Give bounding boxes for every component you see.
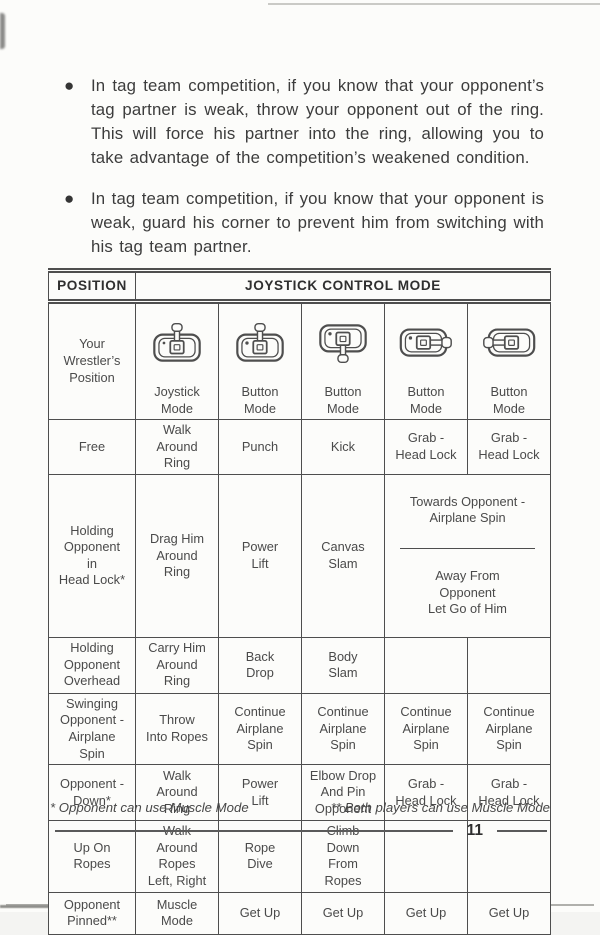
manual-page: ● In tag team competition, if you know t… [0, 3, 600, 935]
move-cell: Grab - Head Lock [467, 419, 551, 476]
footer-rule-left [55, 830, 453, 832]
move-cell: Canvas Slam [301, 474, 385, 638]
position-header: POSITION [48, 268, 136, 304]
mode-label: Button Mode [407, 383, 445, 416]
move-cell-empty [384, 820, 468, 893]
list-item: ● In tag team competition, if you know t… [64, 187, 544, 259]
move-cell: Climb Down From Ropes [301, 820, 385, 893]
move-cell: Rope Dive [218, 820, 302, 893]
mode-button-down: Button Mode [301, 300, 385, 421]
move-cell: Drag Him Around Ring [135, 474, 219, 638]
move-cell: Grab - Head Lock [467, 764, 551, 822]
position-label: Free [48, 419, 136, 476]
move-cell: Grab - Head Lock [384, 764, 468, 822]
move-cell: Muscle Mode [135, 891, 219, 935]
move-cell: Back Drop [218, 636, 302, 694]
footer-rule-right [497, 830, 547, 832]
joystick-left-icon [483, 328, 536, 357]
table-row: Holding Opponent in Head Lock* Drag Him … [48, 474, 551, 638]
scan-edge-top [268, 3, 600, 5]
table-row: Swinging Opponent - Airplane Spin Throw … [48, 692, 551, 766]
merged-move-cell: Towards Opponent - Airplane Spin Away Fr… [384, 474, 551, 638]
move-cell: Get Up [301, 891, 385, 935]
position-label: Holding Opponent in Head Lock* [48, 474, 136, 638]
joystick-control-table: POSITION JOYSTICK CONTROL MODE Your Wres… [48, 268, 551, 935]
scan-smudge-left [0, 13, 5, 49]
joystick-right-icon [399, 328, 452, 357]
footnotes: * Opponent can use Muscle Mode ** Both p… [50, 800, 550, 815]
position-label: Swinging Opponent - Airplane Spin [48, 692, 136, 766]
move-cell: Get Up [218, 891, 302, 935]
footnote-left: * Opponent can use Muscle Mode [50, 800, 249, 815]
cell-divider [399, 547, 536, 549]
tip-text: In tag team competition, if you know tha… [91, 76, 544, 167]
position-label: Holding Opponent Overhead [48, 636, 136, 694]
position-label: Opponent - Down* [48, 764, 136, 822]
control-mode-header: JOYSTICK CONTROL MODE [135, 268, 551, 304]
table-row: Up On Ropes Walk Around Ropes Left, Righ… [48, 820, 551, 893]
mode-button-up: Button Mode [218, 300, 302, 421]
move-cell: Continue Airplane Spin [467, 692, 551, 766]
mode-button-right: Button Mode [384, 300, 468, 421]
mode-icons-row: Your Wrestler’s Position Joystick Mode [48, 300, 551, 421]
table-row: Opponent - Down* Walk Around Ring Power … [48, 764, 551, 822]
move-cell: Get Up [467, 891, 551, 935]
mode-joystick: Joystick Mode [135, 300, 219, 421]
mode-label: Button Mode [324, 383, 362, 416]
bullet-icon: ● [64, 76, 75, 95]
move-cell: Continue Airplane Spin [301, 692, 385, 766]
row-axis-label: Your Wrestler’s Position [48, 300, 136, 421]
move-cell: Power Lift [218, 474, 302, 638]
mode-label: Joystick Mode [154, 383, 200, 416]
move-cell-empty [384, 636, 468, 694]
position-label: Opponent Pinned** [48, 891, 136, 935]
move-cell: Body Slam [301, 636, 385, 694]
joystick-up-icon [236, 323, 284, 363]
move-cell: Power Lift [218, 764, 302, 822]
bullet-icon: ● [64, 189, 75, 208]
move-cell: Throw Into Ropes [135, 692, 219, 766]
move-text-bottom: Away From Opponent Let Go of Him [428, 568, 507, 617]
move-cell: Grab - Head Lock [384, 419, 468, 476]
table-header-row: POSITION JOYSTICK CONTROL MODE [48, 268, 551, 304]
page-footer: 11 [55, 822, 547, 840]
joystick-up-icon [153, 323, 201, 363]
tip-text: In tag team competition, if you know tha… [91, 189, 544, 256]
footnote-right: ** Both players can use Muscle Mode [330, 800, 550, 815]
move-cell: Punch [218, 419, 302, 476]
move-cell: Walk Around Ring [135, 419, 219, 476]
tips-bullet-list: ● In tag team competition, if you know t… [64, 74, 544, 276]
move-cell-empty [467, 636, 551, 694]
list-item: ● In tag team competition, if you know t… [64, 74, 544, 170]
mode-label: Button Mode [490, 383, 528, 416]
joystick-down-icon [319, 324, 367, 364]
move-cell: Continue Airplane Spin [384, 692, 468, 766]
table-row: Free Walk Around Ring Punch Kick Grab - … [48, 419, 551, 476]
table-row: Opponent Pinned** Muscle Mode Get Up Get… [48, 891, 551, 935]
move-cell: Carry Him Around Ring [135, 636, 219, 694]
mode-label: Button Mode [241, 383, 279, 416]
mode-button-left: Button Mode [467, 300, 551, 421]
page-number: 11 [466, 822, 483, 839]
move-text-top: Towards Opponent - Airplane Spin [409, 493, 526, 526]
move-cell: Get Up [384, 891, 468, 935]
move-cell: Kick [301, 419, 385, 476]
table-row: Holding Opponent Overhead Carry Him Arou… [48, 636, 551, 694]
move-cell: Continue Airplane Spin [218, 692, 302, 766]
